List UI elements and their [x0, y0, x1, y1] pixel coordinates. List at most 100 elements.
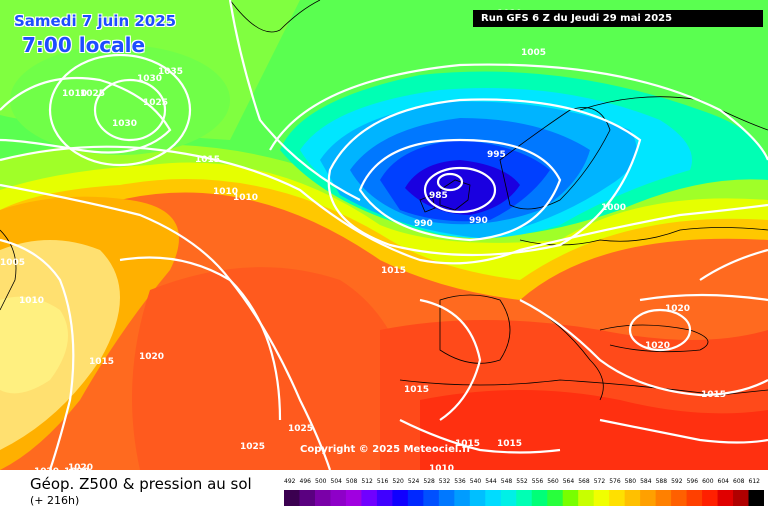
isobar-value-label: 995 — [487, 150, 506, 160]
colorbar-tick-label: 540 — [469, 478, 482, 485]
forecast-time: 7:00 locale — [22, 33, 146, 57]
colorbar-tick-label: 548 — [500, 478, 513, 485]
isobar-value-label: 1025 — [240, 442, 265, 452]
colorbar-tick-label: 580 — [624, 478, 637, 485]
z500-colorbar — [284, 490, 764, 506]
isobar-value-label: 990 — [414, 219, 433, 229]
isobar-value-label: 1030 — [112, 119, 137, 129]
map-title: Géop. Z500 & pression au sol — [30, 475, 252, 493]
colorbar-tick-label: 564 — [562, 478, 575, 485]
isobar-value-label: 1020 — [665, 304, 690, 314]
colorbar-swatch — [624, 490, 641, 506]
colorbar-swatch — [547, 490, 564, 506]
colorbar-swatch — [531, 490, 548, 506]
isobar-value-label: 1005 — [521, 48, 546, 58]
isobar-value-label: 1010 — [62, 89, 87, 99]
colorbar-tick-label: 500 — [315, 478, 327, 485]
colorbar-tick-label: 524 — [407, 478, 420, 485]
colorbar-swatch — [733, 490, 750, 506]
colorbar-swatch — [578, 490, 595, 506]
colorbar-swatch — [361, 490, 378, 506]
colorbar-tick-label: 572 — [593, 478, 606, 485]
isobar-value-label: 1015 — [195, 155, 220, 165]
forecast-date: Samedi 7 juin 2025 — [14, 12, 177, 30]
colorbar-swatch — [640, 490, 657, 506]
colorbar-tick-label: 596 — [686, 478, 699, 485]
isobar-value-label: 1020 — [68, 463, 93, 470]
colorbar-swatch — [485, 490, 502, 506]
isobar-value-label: 1015 — [497, 439, 522, 449]
colorbar-tick-label: 504 — [330, 478, 342, 485]
colorbar-tick-label: 584 — [640, 478, 652, 485]
colorbar-swatch — [469, 490, 486, 506]
forecast-lead-time: (+ 216h) — [30, 494, 80, 507]
isobar-value-label: 1000 — [601, 203, 626, 213]
colorbar-swatch — [438, 490, 455, 506]
colorbar-tick-label: 552 — [516, 478, 528, 485]
isobar-value-label: 985 — [429, 191, 448, 201]
colorbar-swatch — [609, 490, 626, 506]
colorbar-swatch — [454, 490, 471, 506]
colorbar-tick-label: 532 — [438, 478, 451, 485]
coastlines — [0, 0, 768, 401]
colorbar-tick-label: 512 — [361, 478, 373, 485]
colorbar-tick-label: 492 — [284, 478, 296, 485]
colorbar-swatch — [423, 490, 440, 506]
isobar-value-label: 1010 — [213, 187, 238, 197]
isobar-value-label: 1015 — [701, 390, 726, 400]
isobar-labels: 1010100510351030101010251025103010159951… — [0, 9, 726, 470]
colorbar-swatch — [593, 490, 610, 506]
isobar-value-label: 1010 — [233, 193, 258, 203]
colorbar-swatch — [500, 490, 517, 506]
colorbar-swatch — [407, 490, 424, 506]
isobar-value-label: 1015 — [404, 385, 429, 395]
colorbar-tick-label: 544 — [485, 478, 497, 485]
colorbar-tick-label: 576 — [609, 478, 621, 485]
colorbar-tick-label: 508 — [345, 478, 358, 485]
colorbar-tick-label: 604 — [717, 478, 729, 485]
isobar-value-label: 1020 — [64, 467, 89, 470]
colorbar-tick-label: 556 — [531, 478, 544, 485]
colorbar-tick-label: 520 — [392, 478, 404, 485]
colorbar-swatch — [299, 490, 316, 506]
z500-field — [0, 0, 768, 470]
isobar-value-label: 990 — [469, 216, 488, 226]
isobar-value-label: 1025 — [80, 89, 105, 99]
colorbar-tick-label: 600 — [702, 478, 714, 485]
colorbar-swatch — [748, 490, 764, 506]
colorbar-swatch — [392, 490, 409, 506]
isobar-value-label: 1020 — [139, 352, 164, 362]
isobar-value-label: 1010 — [19, 296, 44, 306]
colorbar-swatch — [376, 490, 393, 506]
model-run-label: Run GFS 6 Z du Jeudi 29 mai 2025 — [473, 10, 763, 27]
colorbar-swatch — [562, 490, 579, 506]
isobar-value-label: 1020 — [645, 341, 670, 351]
colorbar-tick-label: 588 — [655, 478, 668, 485]
isobar-value-label: 1005 — [0, 258, 25, 268]
colorbar-tick-label: 496 — [299, 478, 311, 485]
isobar-value-label: 1030 — [137, 74, 162, 84]
copyright-text: Copyright © 2025 Meteociel.fr — [300, 444, 472, 455]
colorbar-tick-label: 528 — [423, 478, 435, 485]
isobars — [0, 0, 768, 470]
colorbar-tick-label: 612 — [748, 478, 760, 485]
colorbar-tick-label: 536 — [454, 478, 466, 485]
colorbar-swatch — [702, 490, 719, 506]
isobar-value-label: 1010 — [429, 464, 454, 470]
colorbar-tick-label: 516 — [376, 478, 389, 485]
colorbar-tick-label: 568 — [578, 478, 590, 485]
isobar-value-label: 1020 — [34, 467, 59, 470]
colorbar-swatch — [314, 490, 331, 506]
colorbar-swatch — [686, 490, 703, 506]
isobar-value-label: 1015 — [455, 439, 480, 449]
colorbar-swatch — [516, 490, 533, 506]
isobar-value-label: 1025 — [143, 98, 168, 108]
colorbar-labels: 492 496 500 504 508 512 516 520 524 528 532 536 540 5… — [284, 478, 764, 488]
colorbar-swatch — [345, 490, 362, 506]
colorbar-swatch — [671, 490, 688, 506]
colorbar-swatch — [330, 490, 347, 506]
isobar-value-label: 1025 — [288, 424, 313, 434]
colorbar-swatch — [284, 490, 300, 506]
colorbar-tick-label: 560 — [547, 478, 559, 485]
